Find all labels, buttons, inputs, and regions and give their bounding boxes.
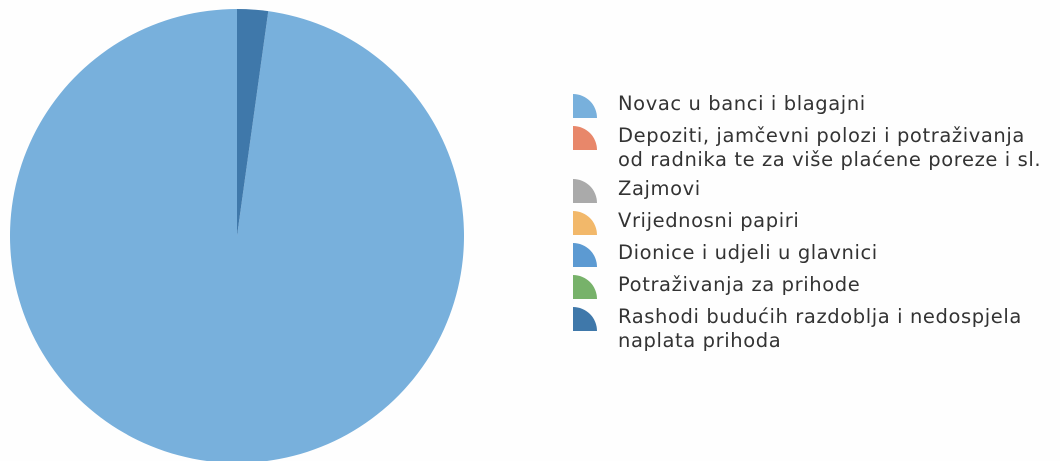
legend-label: Rashodi budućih razdoblja i nedospjela n…	[618, 305, 1022, 352]
legend-swatch	[573, 275, 597, 299]
legend-item: Potraživanja za prihode	[572, 273, 1052, 300]
pie-slice-6	[237, 9, 269, 236]
legend-label: Vrijednosni papiri	[618, 209, 800, 232]
legend-label: Potraživanja za prihode	[618, 273, 861, 296]
legend-swatch	[573, 243, 597, 267]
legend-item: Novac u banci i blagajni	[572, 92, 1052, 119]
legend-item: Vrijednosni papiri	[572, 209, 1052, 236]
legend-swatch	[573, 211, 597, 235]
legend: Novac u banci i blagajni Depoziti, jamčev…	[572, 92, 1052, 358]
legend-swatch	[573, 179, 597, 203]
legend-swatch	[573, 307, 597, 331]
legend-item: Depoziti, jamčevni polozi i potraživanja…	[572, 124, 1052, 172]
legend-swatch	[573, 126, 597, 150]
legend-item: Rashodi budućih razdoblja i nedospjela n…	[572, 305, 1052, 353]
legend-item: Zajmovi	[572, 177, 1052, 204]
legend-label: Novac u banci i blagajni	[618, 92, 866, 115]
legend-item: Dionice i udjeli u glavnici	[572, 241, 1052, 268]
legend-label: Depoziti, jamčevni polozi i potraživanja…	[618, 124, 1042, 171]
legend-label: Zajmovi	[618, 177, 701, 200]
pie-slice-0	[10, 9, 464, 461]
legend-swatch	[573, 94, 597, 118]
legend-label: Dionice i udjeli u glavnici	[618, 241, 878, 264]
